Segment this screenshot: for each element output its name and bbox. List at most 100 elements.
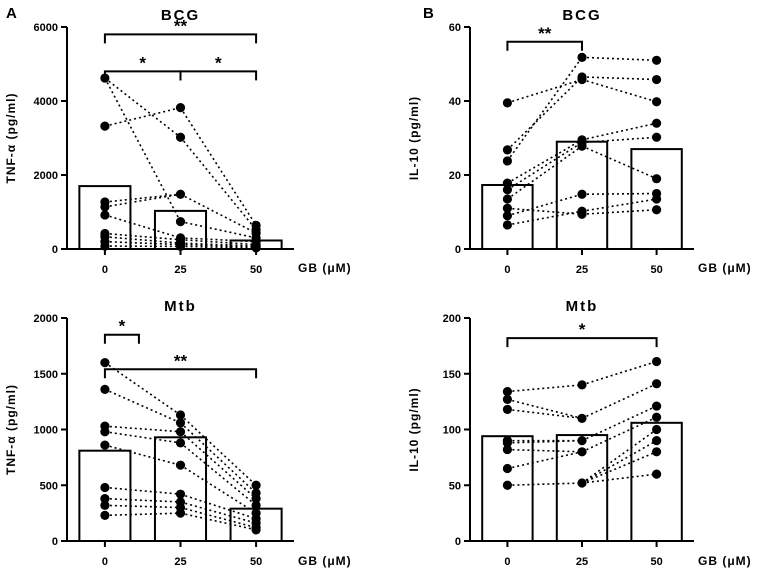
- y-tick-label: 20: [449, 170, 461, 182]
- donor-link: [179, 431, 257, 500]
- data-point: [175, 460, 186, 470]
- data-point: [651, 436, 662, 446]
- data-point: [651, 469, 662, 479]
- donor-link: [581, 451, 657, 484]
- data-point: [651, 412, 662, 422]
- y-axis-label: TNF-α (pg/ml): [4, 384, 18, 475]
- donor-link: [581, 56, 657, 62]
- donor-link: [581, 122, 657, 141]
- donor-link: [179, 442, 257, 506]
- data-point: [175, 103, 186, 113]
- y-tick-label: 60: [449, 22, 461, 34]
- data-point: [175, 489, 186, 499]
- donor-link: [507, 78, 583, 104]
- donor-link: [506, 56, 583, 162]
- data-point: [577, 413, 587, 423]
- data-point: [502, 444, 513, 455]
- data-point: [502, 386, 513, 397]
- x-axis-label: GB (μM): [698, 554, 752, 568]
- y-tick-label: 50: [449, 480, 461, 492]
- significance-label: *: [139, 53, 146, 72]
- x-tick-label: 0: [102, 264, 108, 276]
- data-point: [502, 394, 513, 404]
- data-point: [502, 194, 513, 204]
- y-tick-label: 0: [455, 536, 461, 548]
- donor-link: [581, 383, 657, 420]
- data-point: [175, 410, 186, 420]
- y-tick-label: 40: [449, 96, 461, 108]
- data-point: [251, 480, 261, 490]
- x-axis-label: GB (μM): [698, 261, 752, 275]
- data-point: [651, 97, 662, 107]
- y-tick-label: 150: [443, 369, 461, 381]
- y-tick-label: 500: [40, 480, 58, 492]
- significance-label: **: [538, 24, 552, 43]
- donor-link: [180, 493, 257, 520]
- data-point: [502, 463, 513, 474]
- x-tick-label: 0: [504, 264, 510, 276]
- significance-bracket: [179, 70, 258, 81]
- data-point: [577, 380, 587, 390]
- data-point: [502, 203, 513, 213]
- data-point: [251, 243, 261, 253]
- donor-link: [581, 360, 657, 386]
- data-point: [502, 404, 513, 415]
- data-point: [577, 74, 587, 85]
- donor-link: [507, 139, 583, 184]
- y-tick-label: 4000: [34, 96, 58, 108]
- y-tick-label: 200: [443, 313, 461, 325]
- donor-link: [180, 501, 257, 524]
- x-axis-label: GB (μM): [298, 554, 352, 568]
- data-point: [100, 440, 110, 450]
- significance-label: *: [579, 320, 586, 339]
- panel-letter: B: [423, 5, 434, 22]
- data-point: [502, 185, 513, 195]
- donor-link: [507, 398, 583, 420]
- y-tick-label: 6000: [34, 22, 58, 34]
- y-tick-label: 2000: [34, 170, 58, 182]
- significance-bracket: [506, 337, 658, 348]
- data-point: [175, 508, 186, 518]
- donor-link: [180, 506, 257, 529]
- data-point: [251, 494, 261, 504]
- data-point: [502, 178, 513, 188]
- data-point: [100, 121, 110, 131]
- significance-bracket: [506, 40, 583, 51]
- donor-link: [179, 414, 257, 486]
- donor-link: [581, 439, 657, 484]
- y-tick-label: 2000: [34, 313, 58, 325]
- data-point: [100, 510, 110, 520]
- data-point: [577, 141, 587, 151]
- data-point: [577, 189, 587, 199]
- x-tick-label: 25: [174, 556, 186, 568]
- data-point: [577, 436, 587, 446]
- donor-link: [581, 416, 657, 453]
- data-point: [175, 427, 186, 437]
- significance-bracket: [103, 333, 140, 344]
- data-point: [100, 202, 110, 212]
- data-point: [651, 118, 662, 128]
- chart-title: Mtb: [566, 298, 599, 315]
- y-axis-label: IL-10 (pg/ml): [407, 387, 421, 471]
- data-point: [175, 418, 186, 428]
- significance-label: *: [119, 317, 126, 336]
- data-point: [100, 427, 110, 437]
- data-point: [651, 356, 662, 367]
- data-point: [100, 494, 110, 504]
- y-tick-label: 1500: [34, 369, 58, 381]
- data-point: [100, 241, 110, 251]
- donor-link: [180, 193, 257, 234]
- data-point: [502, 98, 513, 108]
- donor-link: [104, 77, 182, 222]
- data-point: [175, 189, 186, 199]
- significance-label: **: [174, 16, 188, 35]
- x-tick-label: 50: [650, 264, 662, 276]
- data-point: [100, 482, 110, 493]
- data-point: [651, 194, 662, 204]
- data-point: [251, 525, 261, 535]
- data-point: [502, 438, 513, 448]
- x-tick-label: 50: [250, 264, 262, 276]
- donor-link: [104, 106, 181, 127]
- donor-link: [179, 107, 257, 226]
- x-tick-label: 50: [650, 556, 662, 568]
